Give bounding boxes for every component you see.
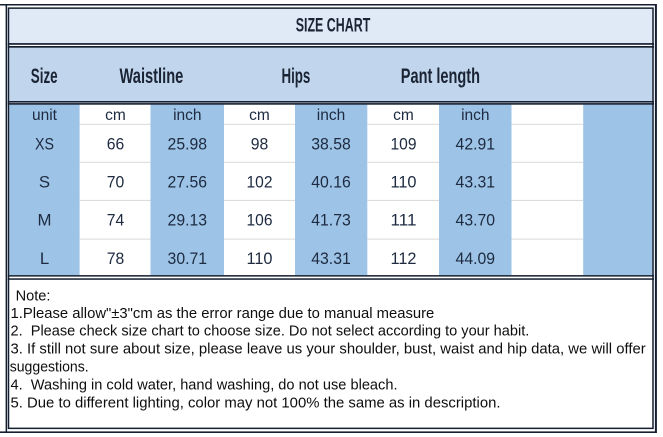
svg-text:43.70: 43.70 (456, 210, 496, 229)
svg-text:43.31: 43.31 (456, 172, 496, 191)
svg-text:unit: unit (32, 107, 58, 124)
svg-text:1.Please allow"±3"cm as the er: 1.Please allow"±3"cm as the error range … (11, 305, 435, 322)
svg-text:5. Due to different lighting,: 5. Due to different lighting, color may … (11, 395, 501, 412)
svg-text:Hips: Hips (281, 65, 310, 88)
svg-text:110: 110 (391, 172, 417, 191)
svg-text:112: 112 (391, 249, 417, 268)
svg-text:27.56: 27.56 (168, 172, 208, 191)
svg-text:suggestions.: suggestions. (10, 359, 89, 376)
svg-text:3. If still not sure about siz: 3. If still not sure about size, please … (11, 341, 646, 358)
svg-text:43.31: 43.31 (311, 249, 351, 268)
svg-text:inch: inch (317, 107, 345, 124)
svg-text:42.91: 42.91 (456, 134, 496, 153)
svg-text:Waistline: Waistline (120, 65, 184, 88)
svg-text:inch: inch (461, 107, 489, 124)
svg-text:70: 70 (107, 172, 125, 191)
svg-text:S: S (39, 172, 50, 191)
svg-text:40.16: 40.16 (311, 172, 351, 191)
svg-text:cm: cm (393, 107, 414, 124)
svg-text:cm: cm (249, 107, 270, 124)
svg-text:L: L (40, 249, 49, 268)
svg-text:Size: Size (31, 65, 58, 88)
svg-text:cm: cm (105, 107, 126, 124)
svg-text:110: 110 (247, 249, 273, 268)
svg-text:29.13: 29.13 (168, 210, 208, 229)
svg-text:2. Please check size chart to: 2. Please check size chart to choose siz… (11, 323, 530, 340)
svg-text:102: 102 (247, 172, 273, 191)
svg-text:66: 66 (107, 134, 125, 153)
svg-text:M: M (38, 210, 52, 229)
svg-text:SIZE CHART: SIZE CHART (296, 16, 371, 37)
svg-text:38.58: 38.58 (311, 134, 351, 153)
svg-text:74: 74 (107, 210, 125, 229)
svg-text:Note:: Note: (16, 287, 51, 304)
svg-text:30.71: 30.71 (168, 249, 208, 268)
svg-text:78: 78 (107, 249, 125, 268)
svg-text:106: 106 (247, 210, 273, 229)
svg-text:109: 109 (391, 134, 417, 153)
svg-text:inch: inch (173, 107, 201, 124)
svg-text:Pant length: Pant length (401, 65, 480, 88)
svg-text:41.73: 41.73 (311, 210, 351, 229)
svg-text:98: 98 (251, 134, 269, 153)
svg-text:XS: XS (35, 134, 54, 153)
svg-text:25.98: 25.98 (168, 134, 208, 153)
svg-text:4. Washing in cold water, han: 4. Washing in cold water, hand washing, … (11, 377, 398, 394)
svg-text:111: 111 (391, 210, 417, 229)
svg-text:44.09: 44.09 (456, 249, 496, 268)
